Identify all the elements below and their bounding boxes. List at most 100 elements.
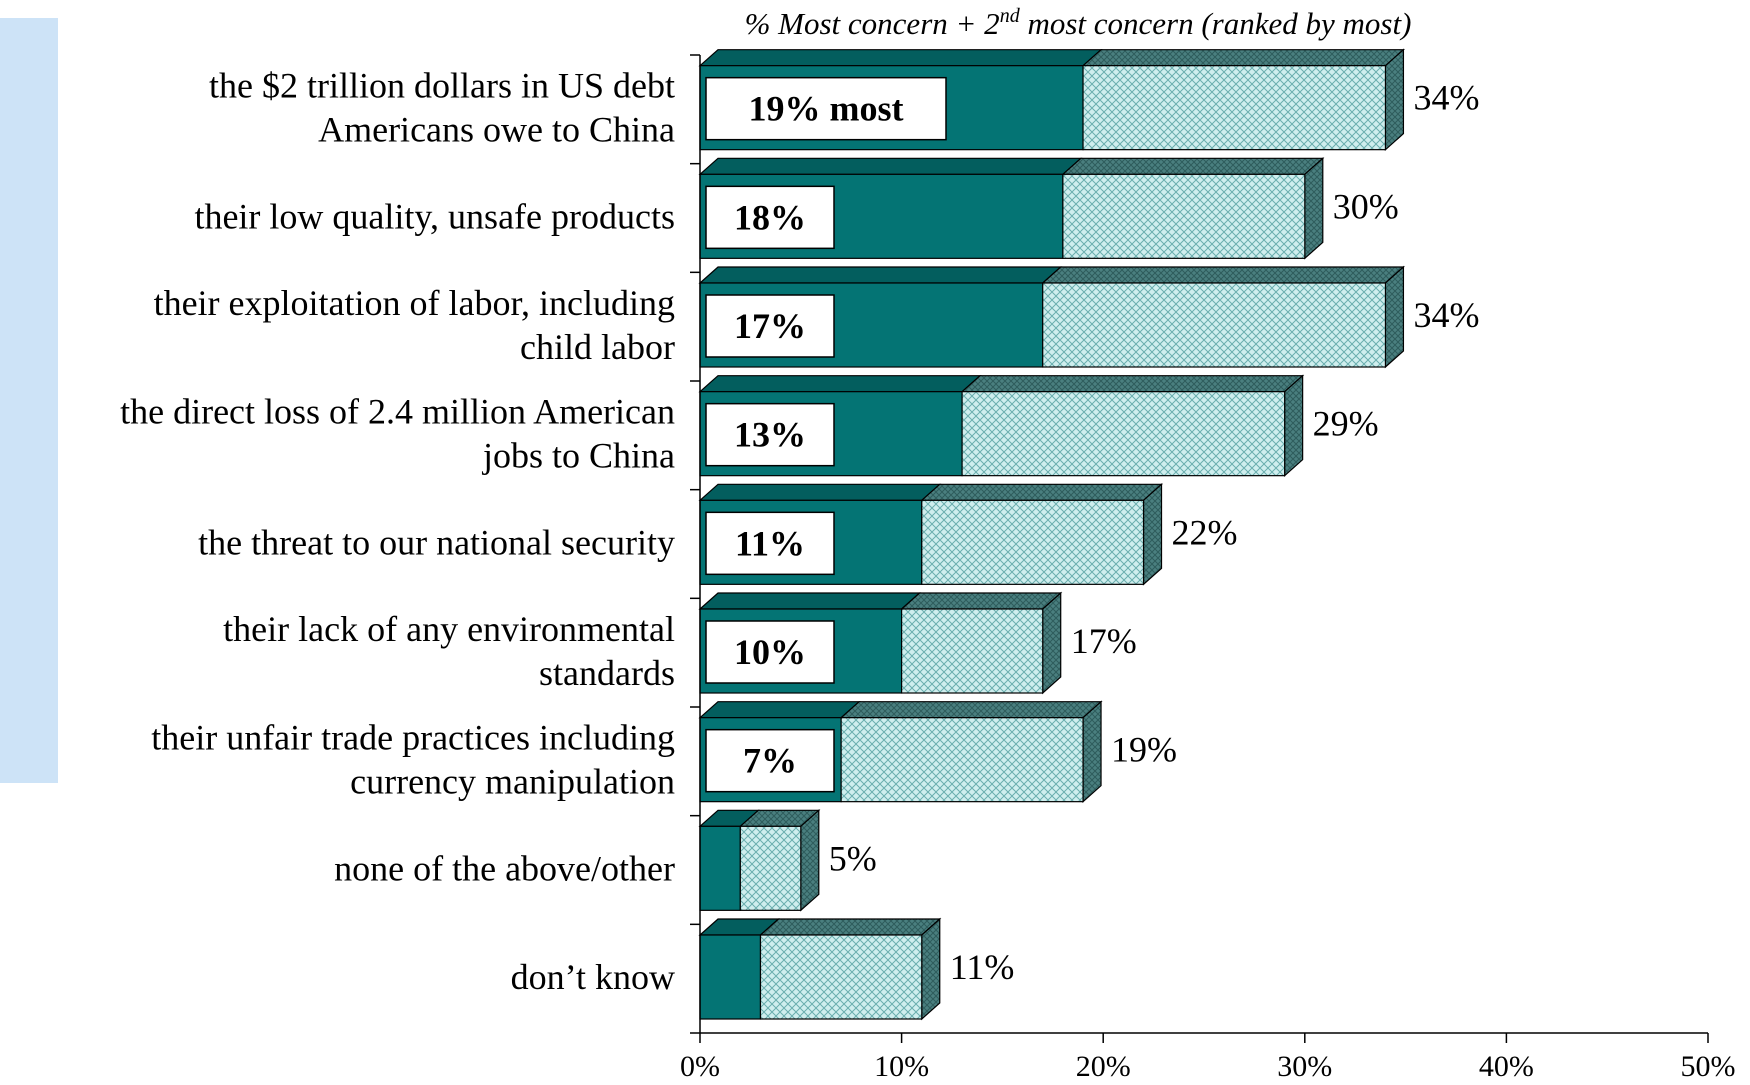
x-tick-label: 20% (1076, 1050, 1131, 1083)
most-label: 10% (734, 632, 806, 672)
bar-top-second (1081, 49, 1406, 67)
bar-top-most (698, 592, 922, 610)
bar-top-most (698, 266, 1063, 284)
category-label: their exploitation of labor, including ch… (154, 283, 675, 367)
bar-segment-second (900, 608, 1044, 694)
bar-side (1284, 374, 1304, 478)
bar-side (800, 808, 820, 912)
bar-group: 10% 17% (698, 591, 1137, 695)
category-label: their unfair trade practices including cu… (151, 718, 675, 802)
category-label-line: jobs to China (481, 436, 675, 476)
subtitle-part-1: % Most concern + 2 (745, 6, 1000, 41)
bar-top-second (758, 918, 942, 936)
category-label-line: their unfair trade practices including (151, 718, 675, 758)
most-label-box (705, 76, 947, 141)
category-label: none of the above/other (334, 848, 675, 888)
category-label-line: their lack of any environmental (223, 609, 675, 649)
bar-side (1384, 265, 1405, 369)
total-label: 29% (1313, 404, 1379, 444)
bar-segment-second (840, 717, 1084, 803)
bar-top-most (698, 157, 1083, 175)
category-label: their lack of any environmental standards (223, 609, 675, 693)
bar-top-second (1041, 266, 1406, 284)
category-label-line: none of the above/other (334, 848, 675, 888)
most-label-box (705, 620, 835, 684)
most-label-box (705, 185, 835, 250)
total-label: 5% (829, 838, 877, 878)
most-label: 17% (734, 306, 806, 346)
bar-segment-second (1082, 65, 1387, 151)
bar-top-most (698, 49, 1103, 67)
category-label: the direct loss of 2.4 million American j… (120, 392, 675, 476)
most-label: 11% (735, 523, 805, 563)
subtitle-superscript: nd (1000, 5, 1021, 27)
bar-side (1304, 156, 1324, 260)
total-label: 30% (1333, 186, 1399, 226)
category-label-line: child labor (520, 327, 675, 367)
x-tick-label: 10% (874, 1050, 929, 1083)
category-label: the $2 trillion dollars in US debt Americ… (209, 66, 675, 150)
total-label: 11% (950, 947, 1015, 987)
bar-segment-most (699, 825, 741, 911)
bar-group: 19% most 34% (698, 48, 1479, 152)
bar-segment-second (921, 499, 1145, 585)
bar-segment-second (961, 391, 1286, 477)
bar-side (1384, 48, 1405, 152)
x-tick-label: 40% (1479, 1050, 1534, 1083)
bar-top-second (1061, 157, 1325, 175)
most-label-box (705, 511, 835, 576)
bar-segment-second (1042, 282, 1387, 368)
bar-group: 13% 29% (698, 374, 1379, 478)
bar-top-second (920, 483, 1164, 501)
most-label: 13% (734, 415, 806, 455)
bar-group: 11% 22% (698, 482, 1238, 586)
plot-area: 19% most 34% the $2 trillion dollars in US… (120, 48, 1736, 1083)
subtitle-part-2: most concern (ranked by most) (1020, 6, 1412, 41)
category-label: their low quality, unsafe products (194, 196, 675, 236)
bar-segment-second (739, 825, 802, 911)
most-label: 19% most (749, 89, 904, 129)
bar-segment-second (1062, 173, 1306, 259)
bar-top-most (698, 701, 861, 719)
total-label: 34% (1413, 78, 1479, 118)
category-label: don’t know (511, 957, 675, 997)
accent-panel (0, 18, 58, 783)
bar-group: 5% (698, 808, 877, 912)
chart-subtitle: % Most concern + 2nd most concern (ranke… (745, 5, 1412, 41)
category-label-line: currency manipulation (350, 762, 675, 802)
most-label: 7% (743, 741, 797, 781)
bar-side (921, 917, 941, 1021)
bar-top-second (900, 592, 1063, 610)
most-label: 18% (734, 197, 806, 237)
x-tick-label: 0% (680, 1050, 720, 1083)
category-label-line: their exploitation of labor, including (154, 283, 675, 323)
bar-side (1042, 591, 1062, 695)
most-label-box (705, 402, 835, 467)
category-label-line: standards (539, 653, 675, 693)
bar-group: 7% 19% (698, 700, 1177, 804)
category-label-line: their low quality, unsafe products (194, 196, 675, 236)
bar-top-most (698, 375, 982, 393)
bar-top-most (698, 483, 942, 501)
bar-top-second (960, 375, 1305, 393)
category-label-line: the $2 trillion dollars in US debt (209, 66, 675, 106)
total-label: 19% (1111, 730, 1177, 770)
bar-group: 18% 30% (698, 156, 1399, 260)
bar-side (1142, 482, 1163, 586)
most-label-box (705, 294, 835, 358)
category-label: the threat to our national security (198, 522, 675, 562)
category-label-line: don’t know (511, 957, 675, 997)
x-tick-label: 50% (1681, 1050, 1736, 1083)
category-label-line: the threat to our national security (198, 522, 675, 562)
category-label-line: the direct loss of 2.4 million American (120, 392, 675, 432)
bar-group: 17% 34% (698, 265, 1479, 369)
bar-group: 11% (698, 917, 1015, 1021)
total-label: 22% (1172, 512, 1238, 552)
total-label: 17% (1071, 621, 1137, 661)
bar-side (1082, 700, 1102, 804)
bar-segment-second (759, 934, 923, 1020)
most-label-box (705, 728, 835, 793)
bar-segment-most (699, 934, 762, 1020)
total-label: 34% (1413, 295, 1479, 335)
